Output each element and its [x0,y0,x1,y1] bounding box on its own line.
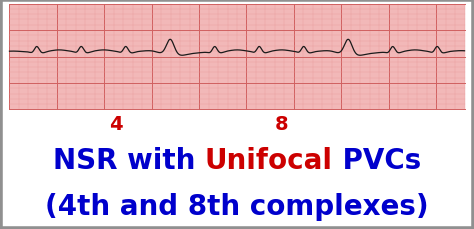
Bar [9,5,465,110]
Text: PVCs: PVCs [333,146,421,174]
Text: NSR with: NSR with [53,146,205,174]
Text: Unifocal: Unifocal [205,146,333,174]
Text: (4th and 8th complexes): (4th and 8th complexes) [45,192,429,220]
Text: 4: 4 [109,114,123,134]
Text: 8: 8 [275,114,289,134]
